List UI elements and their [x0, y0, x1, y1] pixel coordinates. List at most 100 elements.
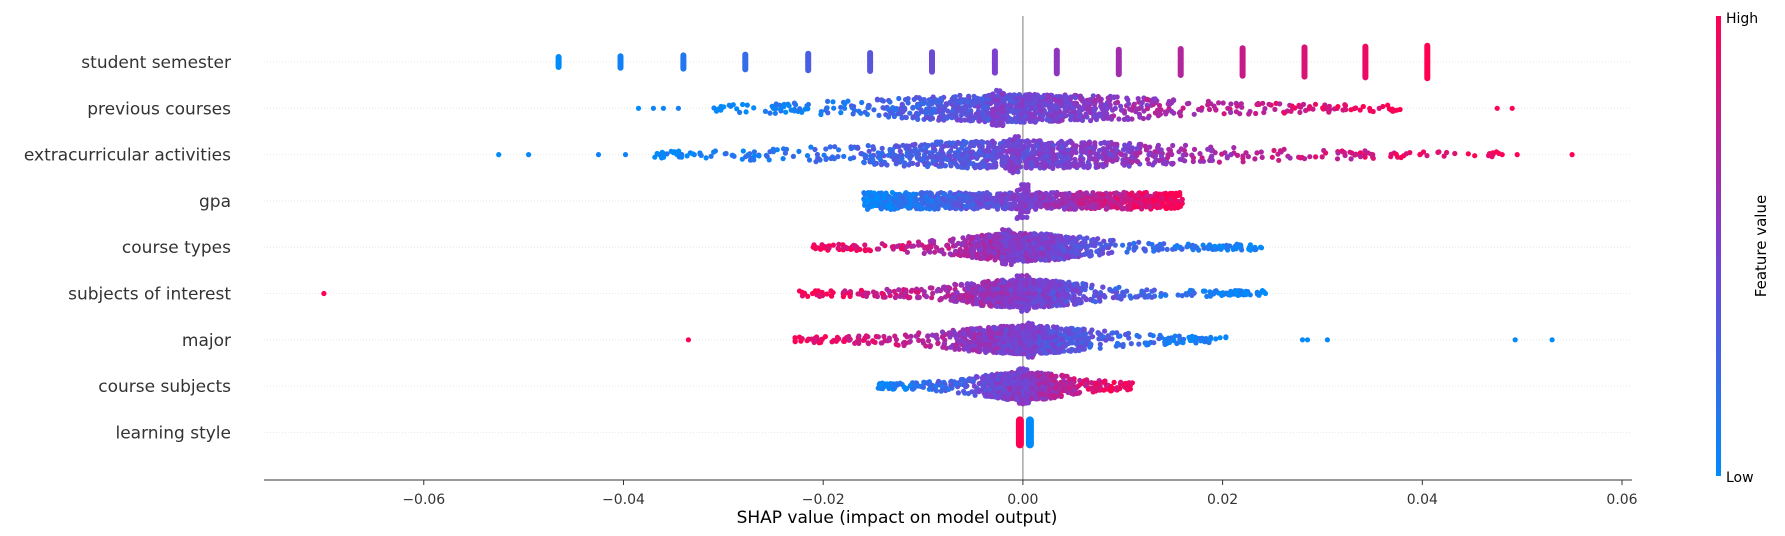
data-point	[1049, 113, 1055, 119]
data-point	[974, 205, 981, 211]
data-point	[1089, 238, 1095, 244]
data-point	[1003, 94, 1009, 100]
data-point	[1022, 113, 1028, 119]
data-point	[1298, 104, 1304, 110]
data-point	[841, 153, 847, 159]
data-point	[1029, 162, 1036, 168]
data-point	[1118, 107, 1125, 113]
data-point	[1182, 142, 1189, 148]
data-point	[936, 104, 942, 110]
data-point	[1342, 102, 1348, 108]
data-point	[1001, 116, 1007, 122]
data-point	[899, 101, 905, 107]
data-points	[321, 42, 1575, 449]
data-point	[944, 156, 950, 163]
data-point	[878, 205, 884, 211]
data-point	[859, 99, 865, 106]
data-point	[1256, 101, 1262, 107]
data-point	[739, 156, 745, 162]
data-point	[910, 114, 916, 120]
data-point	[977, 99, 983, 105]
data-point	[824, 105, 830, 111]
data-point	[679, 154, 685, 160]
data-point	[999, 98, 1005, 104]
data-point-cluster	[680, 52, 687, 72]
data-point	[997, 120, 1004, 126]
data-point	[1081, 146, 1087, 152]
data-point	[1122, 142, 1128, 148]
data-point	[783, 109, 789, 115]
data-point	[878, 162, 885, 168]
data-point	[1277, 148, 1283, 154]
data-point	[848, 145, 854, 152]
data-point	[1125, 116, 1131, 122]
data-point	[1262, 106, 1268, 112]
data-point	[1083, 111, 1089, 117]
data-point	[906, 151, 912, 157]
data-point	[981, 148, 987, 154]
data-point	[1028, 118, 1034, 124]
data-point	[1072, 102, 1078, 108]
data-point	[877, 155, 883, 161]
data-point	[923, 110, 929, 116]
data-point	[1121, 162, 1127, 168]
data-point-cluster	[555, 54, 562, 70]
data-point	[1057, 118, 1063, 124]
data-point	[995, 191, 1001, 197]
data-point	[1092, 97, 1098, 103]
data-point	[890, 150, 896, 156]
data-point	[927, 190, 933, 196]
data-point	[999, 91, 1006, 98]
data-point	[526, 152, 532, 158]
data-point	[1252, 156, 1258, 162]
data-point	[915, 155, 921, 161]
data-point	[1388, 154, 1394, 160]
data-point	[1053, 98, 1060, 104]
data-point	[1110, 107, 1116, 113]
data-point	[1067, 96, 1073, 102]
data-point	[1118, 151, 1124, 157]
data-point	[976, 193, 982, 199]
data-point	[1114, 157, 1120, 163]
data-point	[1057, 256, 1063, 262]
data-point	[1054, 106, 1060, 112]
data-point-cluster	[929, 49, 935, 75]
data-point	[1239, 104, 1245, 110]
data-point	[1029, 105, 1035, 111]
data-point	[1098, 198, 1104, 204]
data-point	[1014, 140, 1021, 146]
data-point	[1037, 104, 1043, 111]
data-point	[1090, 93, 1096, 99]
data-point	[1082, 99, 1088, 105]
data-point	[819, 242, 825, 248]
data-point	[1062, 205, 1068, 211]
data-point	[1221, 111, 1227, 117]
data-point	[1024, 100, 1030, 106]
data-point	[1020, 258, 1026, 264]
data-point	[869, 193, 875, 199]
data-point	[924, 163, 931, 170]
data-point	[861, 160, 867, 166]
data-point	[862, 109, 868, 115]
data-point	[690, 151, 696, 157]
data-point	[1452, 150, 1458, 157]
data-point	[1019, 214, 1025, 221]
data-point	[1015, 160, 1021, 166]
data-point	[842, 101, 848, 107]
data-point	[919, 157, 925, 163]
data-point	[1297, 109, 1303, 115]
data-point	[921, 250, 927, 256]
data-point	[1234, 152, 1241, 158]
data-point	[773, 105, 779, 112]
data-point	[952, 94, 958, 100]
data-point	[1076, 234, 1082, 240]
data-point	[745, 152, 751, 158]
data-point	[1326, 103, 1332, 109]
data-point	[923, 148, 929, 155]
data-point	[991, 201, 997, 207]
data-point	[838, 104, 844, 110]
data-point	[1058, 113, 1064, 119]
data-point	[1120, 147, 1127, 153]
data-point	[1205, 246, 1211, 252]
data-point	[622, 152, 629, 158]
